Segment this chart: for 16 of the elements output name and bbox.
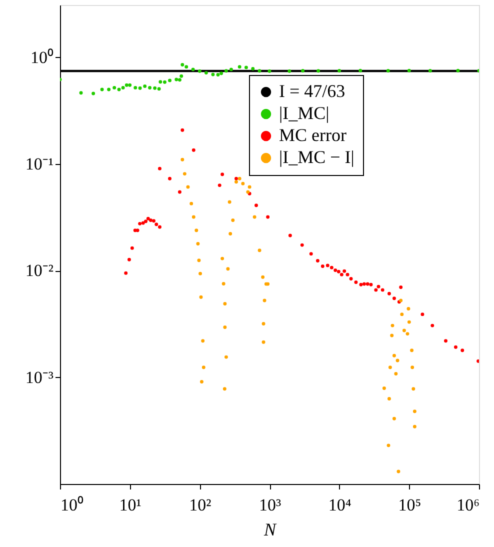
y-tick-label: 10⁰: [30, 48, 54, 67]
x-tick-label: 10³: [258, 496, 282, 514]
legend-label: |I_MC|: [279, 103, 330, 123]
x-axis-title: N: [262, 520, 277, 540]
x-tick-label: 10⁵: [398, 496, 422, 514]
y-tick-label: 10⁻³: [25, 368, 54, 387]
legend-label: |I_MC − I|: [279, 147, 354, 167]
x-tick-label: 10⁴: [328, 496, 352, 514]
x-tick-label: 10¹: [119, 496, 142, 514]
y-tick-label: 10⁻²: [25, 261, 54, 280]
y-tick-label: 10⁻¹: [25, 154, 54, 174]
x-tick-label: 10⁶: [456, 496, 480, 514]
x-tick-label: 10²: [189, 496, 212, 514]
legend-label: I = 47/63: [279, 81, 346, 101]
x-tick-label: 10⁰: [60, 496, 84, 514]
legend-label: MC error: [279, 125, 346, 145]
